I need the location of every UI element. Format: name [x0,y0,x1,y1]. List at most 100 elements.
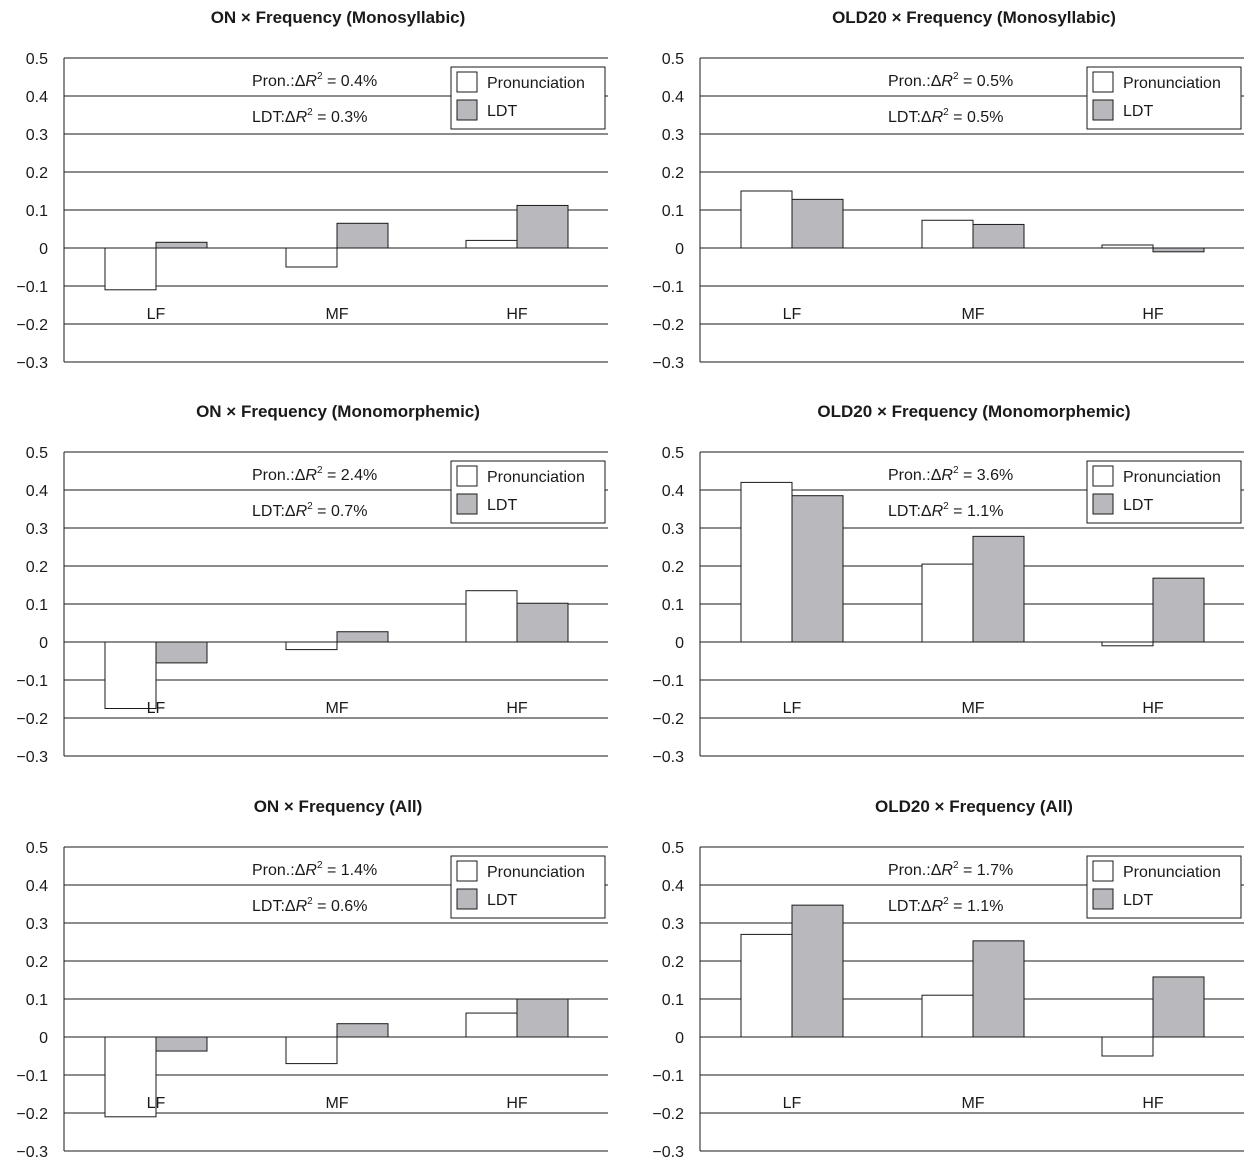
delta-symbol: Δ [285,503,296,520]
category-label: HF [506,306,528,323]
y-tick-label: 0.2 [26,165,48,182]
legend-swatch-pronunciation [456,465,478,487]
bar-ldt-hf [1152,976,1205,1038]
legend-swatch-ldt [456,888,478,910]
bar-pronunciation-lf [740,190,793,249]
bar-ldt-hf [516,998,569,1038]
y-tick-label: 0 [39,241,48,258]
r-symbol: R [305,73,317,90]
bar-ldt-mf [972,223,1025,249]
legend: Pronunciation LDT [450,855,606,919]
ldt-delta-r2: LDT:ΔR2 = 0.3% [252,107,367,126]
category-label: MF [961,1095,984,1112]
category-label: LF [783,700,802,717]
y-tick-label: 0.3 [662,127,684,144]
y-tick-label: 0.5 [26,51,48,68]
y-tick-label: −0.3 [16,355,48,372]
bar-pronunciation-hf [1101,1036,1154,1057]
y-tick-label: 0.2 [662,954,684,971]
y-tick-label: −0.2 [16,1106,48,1123]
annotation-value: = 3.6% [959,467,1014,484]
y-tick-label: 0.1 [662,992,684,1009]
annotation-prefix: Pron.: [888,467,931,484]
annotation-prefix: Pron.: [888,862,931,879]
y-tick-label: 0.2 [26,559,48,576]
category-label: LF [147,700,166,717]
bar-ldt-mf [336,222,389,249]
category-label: LF [147,1095,166,1112]
legend-swatch-ldt [1092,99,1114,121]
legend-label: Pronunciation [1123,864,1221,881]
r-symbol: R [941,73,953,90]
y-tick-label: 0.1 [662,203,684,220]
superscript-2: 2 [307,501,313,512]
annotation-prefix: Pron.: [252,467,295,484]
y-tick-label: 0.2 [662,559,684,576]
bar-pronunciation-mf [285,247,338,268]
category-label: LF [783,306,802,323]
annotation-value: = 1.4% [323,862,378,879]
annotation-value: = 0.6% [313,898,368,915]
chart-svg: ON × Frequency (Monomorphemic) 0.5 0.4 0.3 0… [16,402,608,766]
bar-pronunciation-mf [285,1036,338,1065]
bar-ldt-lf [791,904,844,1038]
legend: Pronunciation LDT [1086,855,1242,919]
y-tick-label: 0.3 [662,916,684,933]
y-tick-label: 0.3 [662,521,684,538]
legend-swatch-pronunciation [456,860,478,882]
ldt-delta-r2: LDT:ΔR2 = 0.5% [888,107,1003,126]
delta-symbol: Δ [921,898,932,915]
delta-symbol: Δ [931,467,942,484]
y-tick-label: 0.1 [26,992,48,1009]
bar-pronunciation-lf [104,247,157,291]
chart-panel-old20-monomorphemic: OLD20 × Frequency (Monomorphemic) 0.5 0.4 0… [636,394,1256,774]
y-tick-label: 0.1 [26,597,48,614]
bar-ldt-mf [336,1023,389,1038]
legend: Pronunciation LDT [450,66,606,130]
y-tick-label: 0.5 [662,445,684,462]
superscript-2: 2 [307,896,313,907]
superscript-2: 2 [953,71,959,82]
y-tick-label: 0.1 [26,203,48,220]
y-tick-label: −0.3 [652,749,684,766]
r-symbol: R [932,898,944,915]
chart-title: OLD20 × Frequency (Monosyllabic) [832,8,1116,27]
bar-ldt-lf [791,495,844,643]
legend-label: Pronunciation [1123,469,1221,486]
chart-title: ON × Frequency (All) [254,797,423,816]
legend-label: LDT [487,103,517,120]
annotation-prefix: Pron.: [252,862,295,879]
y-tick-label: −0.3 [652,1144,684,1161]
y-tick-label: 0.4 [662,89,684,106]
category-label: MF [325,700,348,717]
legend-swatch-ldt [1092,493,1114,515]
category-label: LF [147,306,166,323]
category-label: HF [506,700,528,717]
y-tick-label: 0.5 [662,840,684,857]
y-tick-label: 0.3 [26,916,48,933]
r-symbol: R [305,467,317,484]
r-symbol: R [296,503,308,520]
bar-ldt-hf [516,602,569,643]
r-symbol: R [941,862,953,879]
annotation-prefix: Pron.: [888,73,931,90]
bar-pronunciation-hf [465,590,518,643]
delta-symbol: Δ [285,898,296,915]
y-tick-label: −0.2 [652,317,684,334]
bar-pronunciation-mf [921,563,974,643]
superscript-2: 2 [953,860,959,871]
bar-ldt-mf [972,535,1025,643]
superscript-2: 2 [953,465,959,476]
annotation-prefix: LDT: [252,109,285,126]
annotation-prefix: LDT: [252,503,285,520]
bar-pronunciation-mf [285,641,338,651]
annotation-prefix: LDT: [888,898,921,915]
bar-ldt-hf [1152,577,1205,643]
bar-ldt-lf [155,1036,208,1052]
y-tick-label: 0.5 [26,445,48,462]
delta-symbol: Δ [295,467,306,484]
annotation-value: = 2.4% [323,467,378,484]
delta-symbol: Δ [285,109,296,126]
delta-symbol: Δ [295,73,306,90]
y-tick-label: 0 [675,241,684,258]
